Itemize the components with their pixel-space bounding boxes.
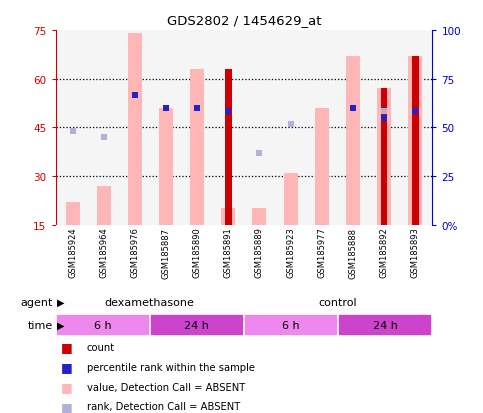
Text: GSM185893: GSM185893 (411, 227, 420, 278)
Text: time: time (28, 320, 53, 330)
Text: 24 h: 24 h (373, 320, 398, 330)
Bar (381, 89, 387, 225)
Text: ■: ■ (60, 340, 72, 354)
Bar (97, 186, 111, 225)
Bar (66, 202, 80, 225)
Text: GSM185924: GSM185924 (68, 227, 77, 278)
Bar (284, 173, 298, 225)
Bar (56, 314, 150, 337)
Text: GSM185890: GSM185890 (193, 227, 202, 278)
Text: control: control (319, 297, 357, 308)
Text: 24 h: 24 h (185, 320, 209, 330)
Text: GSM185888: GSM185888 (348, 227, 357, 278)
Text: GSM185891: GSM185891 (224, 227, 233, 278)
Bar (412, 57, 419, 225)
Bar (128, 34, 142, 225)
Text: ■: ■ (60, 400, 72, 413)
Text: count: count (87, 342, 115, 352)
Bar (244, 314, 338, 337)
Text: GSM185889: GSM185889 (255, 227, 264, 278)
Text: 6 h: 6 h (282, 320, 300, 330)
Bar (190, 70, 204, 225)
Bar (150, 314, 244, 337)
Text: GSM185964: GSM185964 (99, 227, 108, 278)
Text: value, Detection Call = ABSENT: value, Detection Call = ABSENT (87, 382, 245, 392)
Bar (253, 209, 267, 225)
Bar (221, 209, 235, 225)
Text: GSM185892: GSM185892 (380, 227, 388, 278)
Text: GSM185887: GSM185887 (162, 227, 170, 278)
Text: GDS2802 / 1454629_at: GDS2802 / 1454629_at (167, 14, 321, 27)
Text: rank, Detection Call = ABSENT: rank, Detection Call = ABSENT (87, 401, 240, 411)
Text: GSM185977: GSM185977 (317, 227, 326, 278)
Bar (408, 57, 422, 225)
Text: ▶: ▶ (57, 297, 65, 308)
Bar (338, 314, 432, 337)
Text: ■: ■ (60, 360, 72, 373)
Text: agent: agent (21, 297, 53, 308)
Text: ■: ■ (60, 380, 72, 393)
Text: percentile rank within the sample: percentile rank within the sample (87, 362, 255, 372)
Bar (346, 57, 360, 225)
Text: ▶: ▶ (57, 320, 65, 330)
Bar (159, 109, 173, 225)
Bar (377, 89, 391, 225)
Bar (225, 70, 232, 225)
Bar (315, 109, 329, 225)
Text: GSM185976: GSM185976 (130, 227, 140, 278)
Text: dexamethasone: dexamethasone (105, 297, 195, 308)
Text: 6 h: 6 h (94, 320, 112, 330)
Text: GSM185923: GSM185923 (286, 227, 295, 278)
